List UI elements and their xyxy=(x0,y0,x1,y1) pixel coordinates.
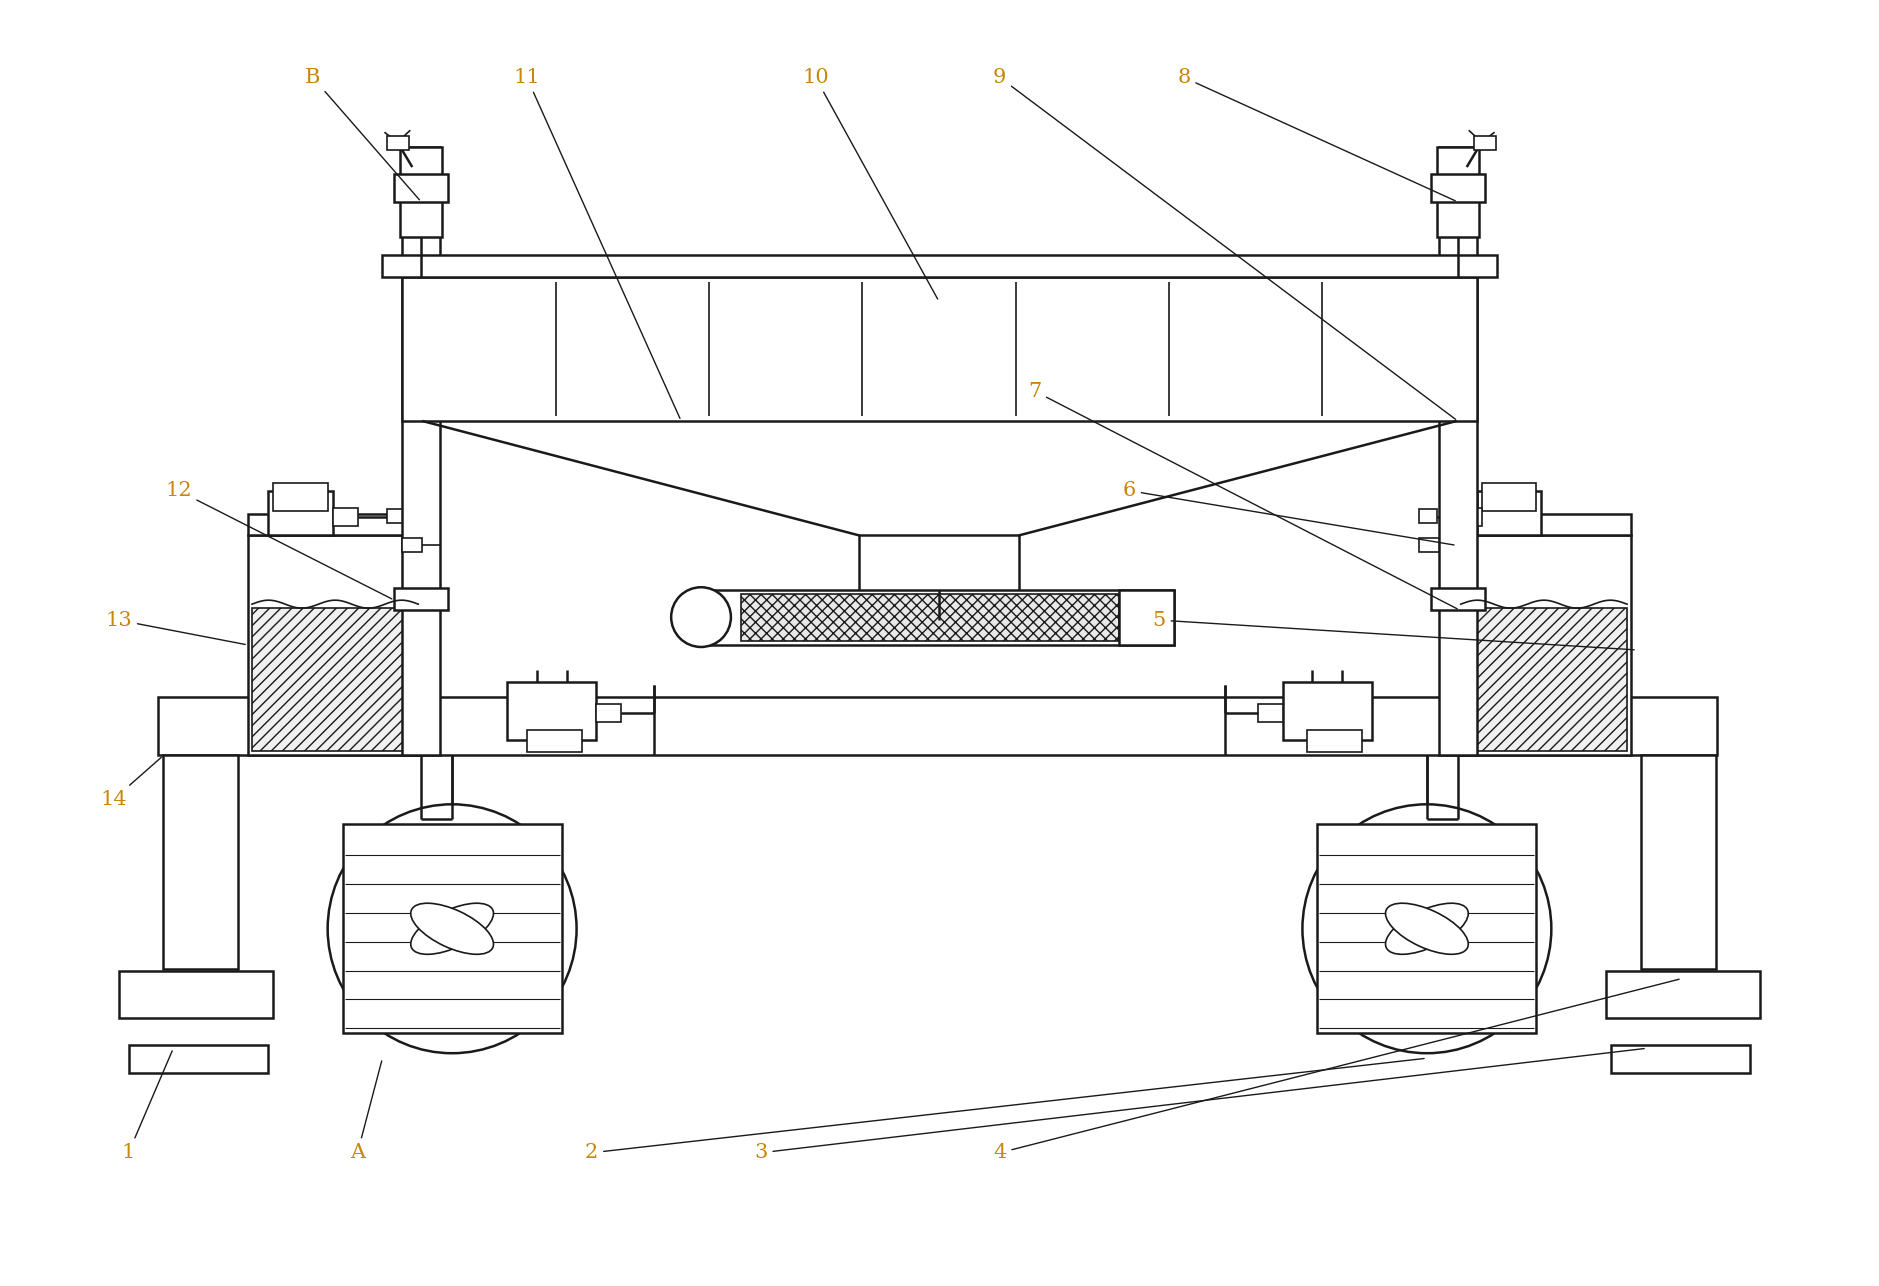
Bar xyxy=(1456,535,1631,755)
Bar xyxy=(1419,508,1437,522)
Bar xyxy=(1317,824,1537,1034)
Ellipse shape xyxy=(412,903,494,954)
Bar xyxy=(1437,147,1479,237)
Bar xyxy=(248,513,423,535)
Bar xyxy=(1308,729,1362,751)
Bar xyxy=(1419,539,1439,553)
Text: 1: 1 xyxy=(122,1051,173,1163)
Bar xyxy=(400,147,442,237)
Bar xyxy=(1257,703,1283,721)
Bar xyxy=(1483,482,1537,511)
Text: 7: 7 xyxy=(1028,382,1458,608)
Circle shape xyxy=(671,588,731,647)
Bar xyxy=(387,136,410,150)
Ellipse shape xyxy=(1385,903,1467,954)
Bar xyxy=(402,276,1477,421)
Text: 6: 6 xyxy=(1122,481,1454,545)
Bar xyxy=(402,147,440,755)
Text: 10: 10 xyxy=(802,68,938,300)
Text: 14: 14 xyxy=(100,757,162,809)
Bar xyxy=(1640,755,1716,968)
Bar xyxy=(1610,1046,1751,1073)
Bar xyxy=(1607,971,1761,1019)
Bar xyxy=(1120,590,1174,646)
Bar xyxy=(163,755,239,968)
Bar xyxy=(526,729,582,751)
Text: 12: 12 xyxy=(165,481,393,599)
Text: 2: 2 xyxy=(584,1058,1424,1163)
Bar xyxy=(402,539,423,553)
Text: 5: 5 xyxy=(1152,611,1635,649)
Text: 3: 3 xyxy=(753,1048,1644,1163)
Text: 9: 9 xyxy=(992,68,1456,419)
Bar xyxy=(1456,508,1483,526)
Bar xyxy=(342,824,562,1034)
Bar xyxy=(740,594,1120,640)
Bar xyxy=(859,535,1018,620)
Bar xyxy=(1473,136,1496,150)
Ellipse shape xyxy=(412,903,494,954)
Bar xyxy=(1460,608,1627,751)
Bar xyxy=(269,491,333,535)
Bar xyxy=(1283,682,1372,739)
Circle shape xyxy=(327,804,577,1053)
Bar xyxy=(395,588,447,610)
Bar xyxy=(128,1046,269,1073)
Bar xyxy=(118,971,272,1019)
Text: B: B xyxy=(304,68,419,199)
Bar xyxy=(1432,588,1484,610)
Ellipse shape xyxy=(1385,903,1467,954)
Text: 4: 4 xyxy=(994,979,1680,1163)
Bar xyxy=(695,590,1174,646)
Bar xyxy=(1439,147,1477,755)
Text: A: A xyxy=(349,1061,381,1163)
Bar xyxy=(844,619,1033,640)
Text: 13: 13 xyxy=(105,611,246,644)
Bar xyxy=(333,508,357,526)
Text: 11: 11 xyxy=(513,68,680,418)
Circle shape xyxy=(1302,804,1552,1053)
Bar xyxy=(596,703,622,721)
Bar xyxy=(383,255,1496,276)
Bar xyxy=(395,174,447,202)
Bar xyxy=(1432,174,1484,202)
Bar xyxy=(158,697,1717,755)
Bar xyxy=(1456,513,1631,535)
Bar xyxy=(248,535,423,755)
Text: 8: 8 xyxy=(1178,68,1454,201)
Bar xyxy=(252,608,419,751)
Bar xyxy=(387,508,406,522)
Bar xyxy=(1477,491,1541,535)
Bar xyxy=(507,682,596,739)
Bar xyxy=(272,482,327,511)
